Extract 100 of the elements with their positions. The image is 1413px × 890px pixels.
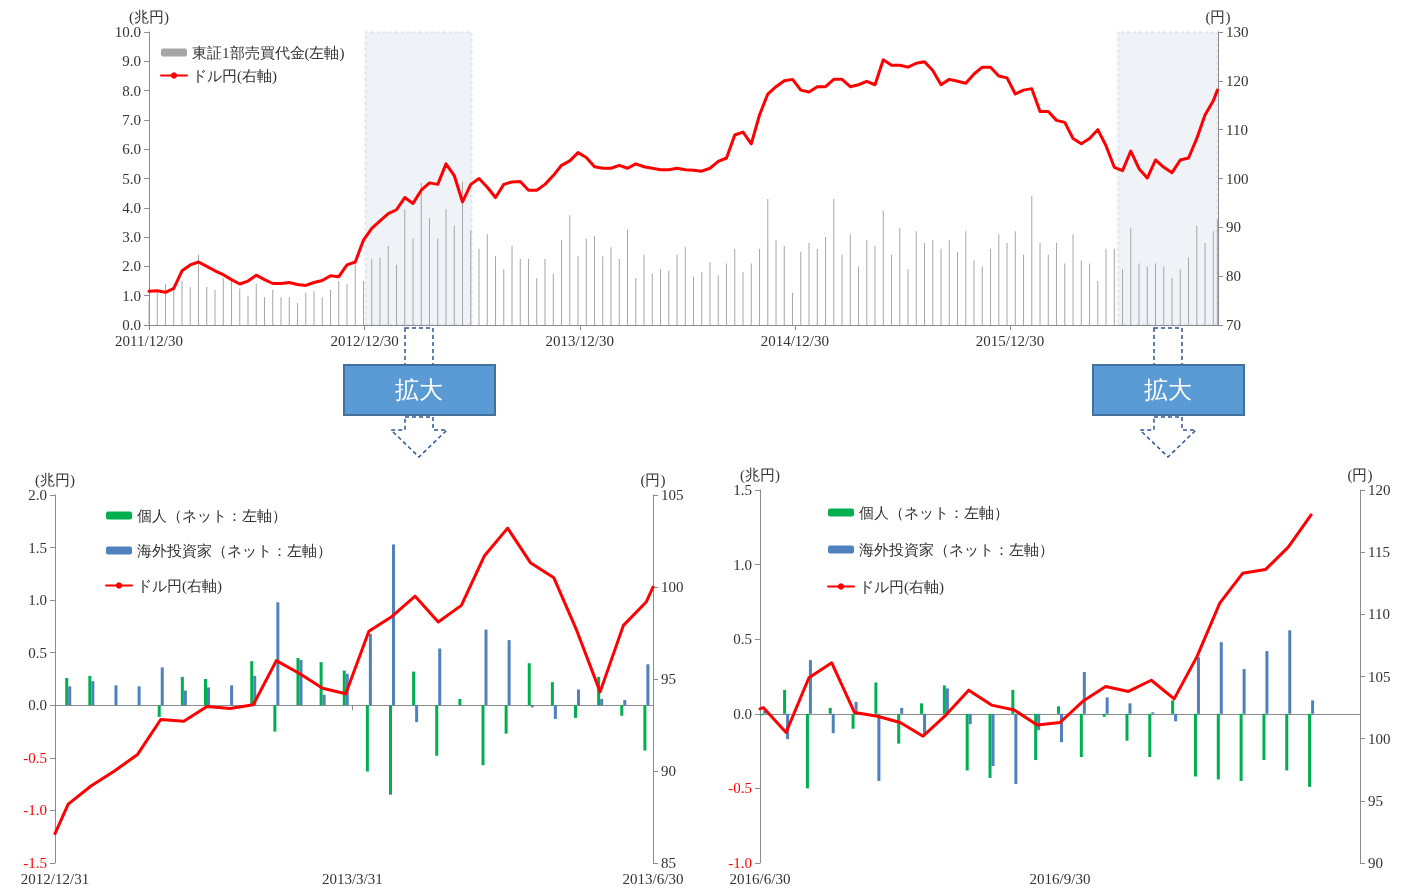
bar: [458, 698, 462, 706]
y2-tick-label: 110: [1368, 606, 1390, 623]
bar: [620, 705, 624, 716]
bar: [368, 633, 372, 706]
bar: [1288, 630, 1292, 714]
x-tick-label: 2013/3/31: [321, 870, 383, 887]
bar: [643, 705, 647, 751]
y2-tick-label: 120: [1368, 482, 1391, 498]
bar: [65, 677, 69, 706]
bar: [527, 663, 531, 706]
bar: [1216, 713, 1220, 780]
x-tick-label: 2012/12/31: [20, 870, 90, 887]
x-tick-label: 2013/6/30: [622, 870, 684, 887]
y2-tick-label: 130: [1226, 24, 1249, 40]
y-tick-label: 2.0: [122, 258, 141, 275]
bar: [1311, 700, 1315, 714]
bar: [438, 648, 442, 706]
callout-box: 拡大: [1091, 364, 1245, 416]
callout-box: 拡大: [342, 364, 496, 416]
bar: [1285, 713, 1289, 771]
bar: [1308, 713, 1312, 787]
y-tick-label: -1.0: [23, 802, 47, 819]
y2-tick-label: 80: [1226, 268, 1241, 285]
bar: [160, 667, 164, 706]
x-tick-label: 2016/6/30: [729, 870, 791, 887]
y-tick-label: -0.5: [728, 780, 752, 797]
y2-tick-label: 90: [1226, 219, 1241, 236]
y2-tick-label: 100: [1226, 170, 1249, 187]
x-tick-label: 2015/12/30: [975, 332, 1045, 349]
y2-tick-label: 95: [661, 671, 676, 687]
bar: [1193, 713, 1197, 777]
y-axis-title: (兆円): [129, 9, 169, 27]
bar: [1171, 700, 1175, 714]
bar: [1239, 713, 1243, 781]
bar: [623, 700, 627, 706]
bar: [484, 629, 488, 706]
bar: [923, 713, 927, 735]
y-tick-label: 2.0: [28, 487, 47, 503]
bar: [1174, 713, 1178, 722]
x-tick-label: 2012/12/30: [330, 332, 399, 349]
y-tick-label: 9.0: [122, 53, 141, 70]
y2-tick-label: 100: [1368, 730, 1391, 747]
legend-label: 海外投資家（ネット：左軸）: [859, 541, 1054, 558]
bar: [550, 682, 554, 706]
y2-axis-title: (円): [1347, 467, 1373, 485]
bar: [91, 681, 95, 706]
x-tick-label: 2011/12/30: [115, 332, 183, 349]
y2-tick-label: 120: [1226, 72, 1249, 89]
bar: [968, 713, 972, 725]
bar: [365, 705, 369, 772]
bar: [206, 687, 210, 706]
bar: [574, 705, 578, 718]
bar: [319, 662, 323, 706]
bar: [1034, 713, 1038, 761]
bar: [250, 661, 254, 706]
bar: [68, 686, 72, 706]
bar: [276, 602, 280, 706]
y-tick-label: 8.0: [122, 82, 141, 99]
bar: [391, 544, 395, 706]
bar: [388, 705, 392, 795]
y2-tick-label: 90: [661, 763, 676, 779]
bar: [273, 705, 277, 732]
bar: [965, 713, 969, 771]
bar: [1219, 642, 1223, 714]
bar: [991, 713, 995, 767]
bar: [435, 705, 439, 756]
y-tick-label: 0.0: [28, 697, 47, 714]
y-tick-label: 1.5: [28, 539, 47, 556]
legend-label: ドル円(右軸): [137, 577, 222, 595]
legend-label: ドル円(右軸): [192, 67, 277, 85]
line-series: [53, 526, 655, 836]
y-tick-label: 3.0: [122, 229, 141, 246]
y2-tick-label: 110: [1226, 121, 1248, 138]
y-tick-label: 1.0: [28, 592, 47, 609]
bar: [88, 675, 92, 706]
y-tick-label: 0.5: [28, 644, 47, 661]
bar: [530, 705, 534, 708]
bar: [1105, 697, 1109, 714]
bar: [805, 713, 809, 789]
x-tick-label: 2016/9/30: [1029, 870, 1091, 887]
y-axis-title: (兆円): [740, 467, 780, 485]
y2-tick-label: 85: [661, 855, 676, 871]
y2-axis-title: (円): [640, 472, 666, 490]
y-tick-label: 0.0: [733, 705, 752, 722]
y-tick-label: 0.5: [733, 631, 752, 648]
bar: [1265, 651, 1269, 714]
bar: [1125, 713, 1129, 741]
y2-tick-label: 115: [1368, 544, 1390, 561]
bar: [988, 713, 992, 778]
x-tick-label: 2013/12/30: [545, 332, 614, 349]
bar: [920, 703, 924, 714]
y-tick-label: -1.5: [23, 855, 47, 871]
y-tick-label: -1.0: [728, 855, 752, 871]
bar: [1079, 713, 1083, 758]
bar: [1057, 706, 1060, 714]
bar: [646, 664, 650, 706]
bar: [831, 713, 835, 734]
y2-axis-title: (円): [1205, 9, 1231, 27]
y2-tick-label: 105: [661, 487, 684, 503]
bar: [183, 690, 187, 706]
